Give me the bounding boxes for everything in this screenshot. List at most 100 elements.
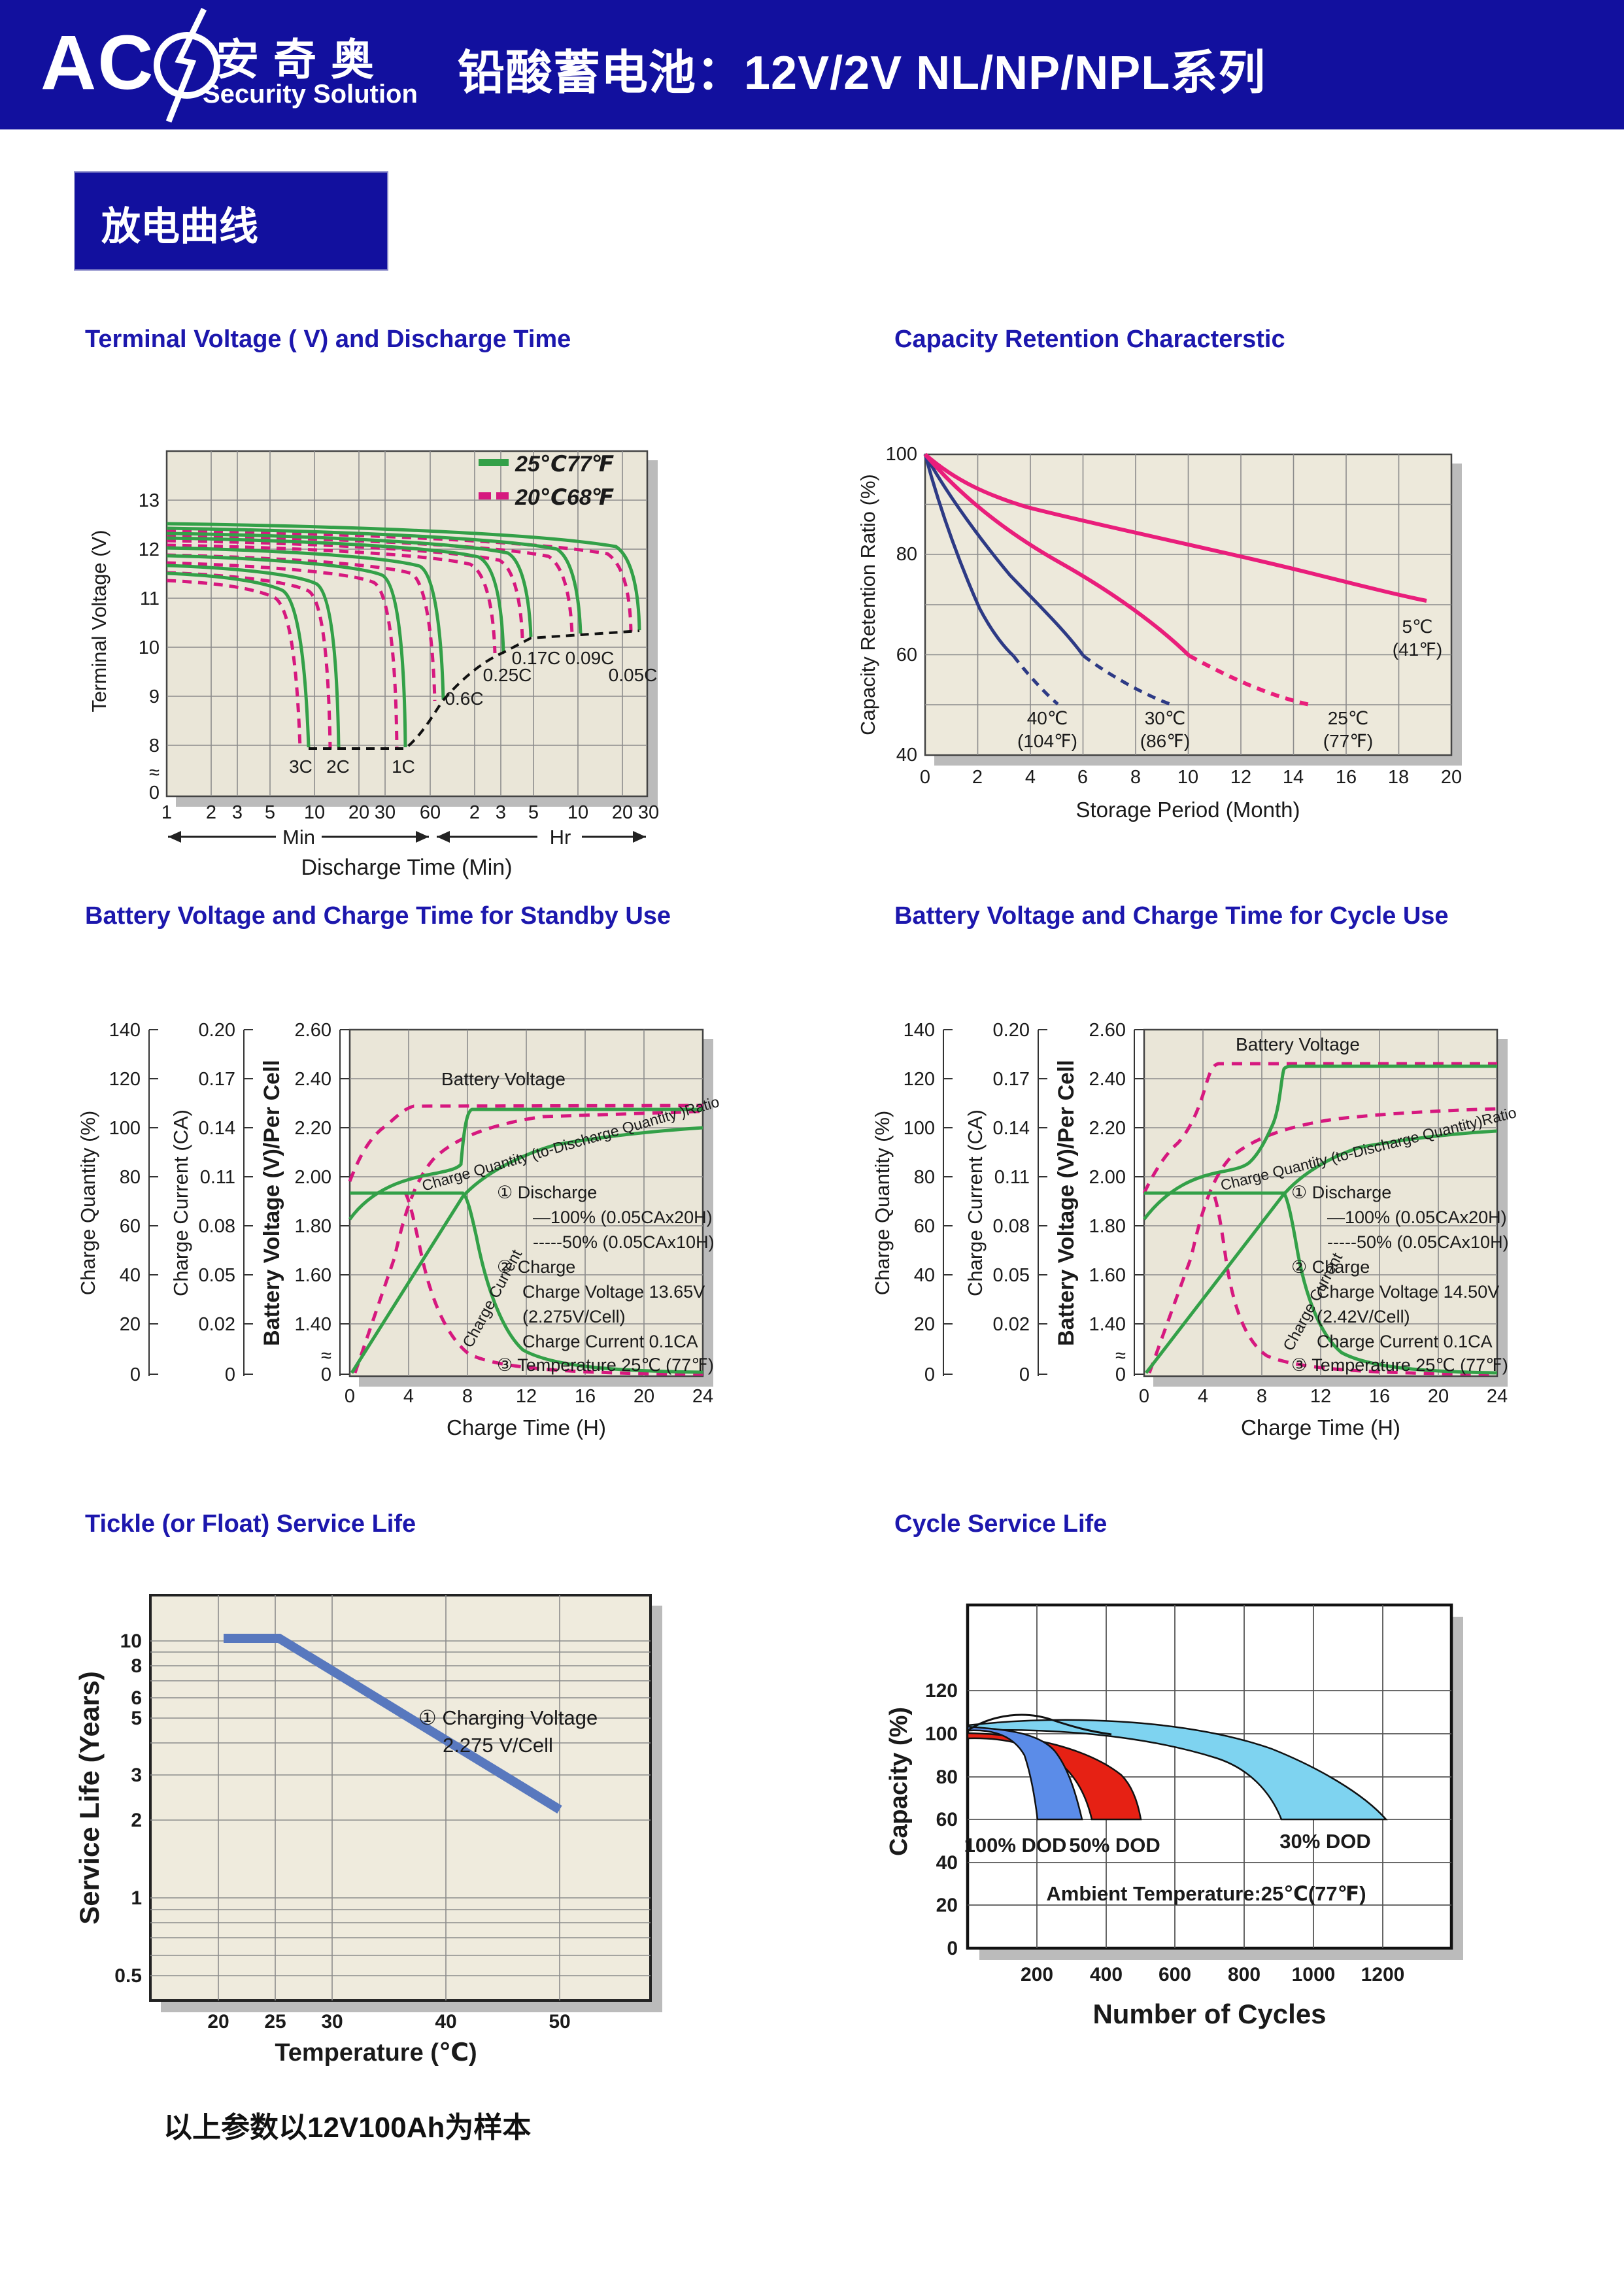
y-axis-label: Capacity Retention Ratio (%) bbox=[856, 474, 879, 735]
curve-label: 3C bbox=[289, 756, 313, 777]
x-tick: 10 bbox=[1177, 767, 1198, 788]
y-tick: 100 bbox=[925, 1723, 958, 1745]
service-life-line bbox=[224, 1634, 562, 1814]
x-tick: 3 bbox=[232, 802, 243, 823]
y-tick: 0.11 bbox=[200, 1167, 235, 1188]
y-tick: 0 bbox=[1019, 1364, 1030, 1385]
y-tick: 2.60 bbox=[295, 1020, 331, 1041]
standby-charge-chart: Battery Voltage Charge Quantity (to-Disc… bbox=[76, 1020, 721, 1440]
x-tick: 2 bbox=[469, 802, 480, 823]
page-title: 铅酸蓄电池：12V/2V NL/NP/NPL系列 bbox=[458, 47, 1266, 99]
curves-25c bbox=[166, 522, 641, 748]
x-tick: 60 bbox=[420, 802, 441, 823]
y-tick: 40 bbox=[914, 1265, 935, 1286]
x-tick: 30 bbox=[321, 2011, 343, 2033]
y-tick: 120 bbox=[925, 1680, 958, 1702]
battery-voltage-label: Battery Voltage bbox=[1236, 1034, 1360, 1055]
x-tick: 600 bbox=[1159, 1964, 1191, 1985]
y-tick: 11 bbox=[140, 588, 160, 609]
y2-ticks: 0.20 0.17 0.14 0.11 0.08 0.05 0.02 0 bbox=[993, 1020, 1030, 1385]
dod-label: 50% DOD bbox=[1069, 1834, 1160, 1857]
y-tick: 10 bbox=[120, 1630, 142, 1652]
plot-shadow bbox=[161, 1606, 662, 2012]
y-tick: 0 bbox=[225, 1364, 235, 1385]
battery-voltage-label: Battery Voltage bbox=[441, 1069, 566, 1089]
x-axis-label: Charge Time (H) bbox=[1241, 1415, 1400, 1440]
y-tick: 80 bbox=[120, 1167, 141, 1188]
y-tick: 0 bbox=[130, 1364, 141, 1385]
series-label: 30℃ bbox=[1145, 708, 1186, 728]
x-tick: 30 bbox=[638, 802, 659, 823]
x-tick: 5 bbox=[528, 802, 539, 823]
y-tick: 40 bbox=[936, 1852, 958, 1874]
plot-shadow bbox=[176, 460, 658, 807]
y-tick: 40 bbox=[896, 745, 917, 766]
y-tick: 100 bbox=[886, 444, 917, 465]
y-tick: 40 bbox=[120, 1265, 141, 1286]
chart-title-retention: Capacity Retention Characterstic bbox=[894, 326, 1285, 353]
x-ticks: 0 4 8 12 16 20 24 bbox=[345, 1386, 713, 1407]
cutoff-locus bbox=[309, 630, 640, 750]
x-tick: 20 bbox=[1428, 1386, 1449, 1407]
y-tick: 0.02 bbox=[199, 1314, 235, 1335]
x-tick: 20 bbox=[612, 802, 633, 823]
y3-axis-label: Battery Voltage (V)/Per Cell bbox=[1054, 1060, 1079, 1346]
x-tick: 4 bbox=[403, 1386, 414, 1407]
y-tick: 0.02 bbox=[993, 1314, 1030, 1335]
brand-logo-chinese: 安奇奥 bbox=[216, 35, 388, 84]
y-tick: 1.80 bbox=[295, 1216, 331, 1237]
brand-logo-text: AC bbox=[41, 20, 155, 106]
x-tick: 12 bbox=[1230, 767, 1251, 788]
x-axis-label: Charge Time (H) bbox=[447, 1415, 606, 1440]
note-line: ③ Temperature 25℃ (77℉) bbox=[1291, 1355, 1508, 1375]
y-axis-label: Terminal Voltage (V) bbox=[88, 530, 110, 712]
grid bbox=[1144, 1030, 1497, 1376]
aux-axes bbox=[148, 1029, 349, 1376]
curves-100pct bbox=[348, 1107, 703, 1374]
y-tick: 3 bbox=[131, 1764, 142, 1786]
note-line: ② Charge bbox=[1291, 1257, 1370, 1277]
x-tick: 5 bbox=[265, 802, 275, 823]
y-tick: 80 bbox=[896, 544, 917, 565]
axis-break: ≈ bbox=[149, 762, 160, 783]
curves-100pct bbox=[1143, 1064, 1498, 1375]
x-tick: 14 bbox=[1283, 767, 1304, 788]
plot-area bbox=[149, 1594, 652, 2002]
curve-label: 1C bbox=[392, 756, 415, 777]
y-tick: 0.14 bbox=[199, 1118, 235, 1139]
y-tick: 0.05 bbox=[199, 1265, 235, 1286]
aux-axes bbox=[943, 1029, 1143, 1376]
axis-break: ≈ bbox=[321, 1345, 331, 1366]
y-axis-label: Service Life (Years) bbox=[74, 1671, 105, 1925]
y-tick: 0.14 bbox=[993, 1118, 1030, 1139]
note-line: -----50% (0.05CAx10H) bbox=[533, 1232, 715, 1252]
note-line-1: ① Charging Voltage bbox=[418, 1706, 598, 1729]
y-tick: 8 bbox=[149, 735, 160, 756]
curves-navy-dashed bbox=[1012, 654, 1171, 706]
dod-band-30 bbox=[966, 1719, 1388, 1821]
y-tick: 2.00 bbox=[1089, 1167, 1126, 1188]
note-line: Charge Voltage 13.65V bbox=[522, 1282, 705, 1302]
x-tick: 12 bbox=[516, 1386, 537, 1407]
range-hr-label: Hr bbox=[550, 826, 571, 849]
curve-label: 0.05C bbox=[609, 665, 658, 685]
x-tick: 3 bbox=[496, 802, 506, 823]
chart-title-cycle-life: Cycle Service Life bbox=[894, 1510, 1108, 1538]
y-tick: 140 bbox=[109, 1020, 141, 1041]
x-tick: 16 bbox=[1369, 1386, 1390, 1407]
note-line: —100% (0.05CAx20H) bbox=[1327, 1207, 1507, 1227]
plot-shadow bbox=[979, 1617, 1463, 1960]
y-tick: 1.40 bbox=[1089, 1314, 1126, 1335]
x-tick: 6 bbox=[1077, 767, 1088, 788]
y-tick: 10 bbox=[139, 637, 160, 658]
y-tick: 60 bbox=[936, 1809, 958, 1831]
cycle-charge-chart: Battery Voltage Charge Quantity (to-Disc… bbox=[871, 1020, 1518, 1440]
y-tick: 0 bbox=[947, 1938, 958, 1959]
y-tick: 0.17 bbox=[993, 1069, 1030, 1090]
note-line-2: 2.275 V/Cell bbox=[443, 1734, 553, 1757]
capacity-envelope bbox=[967, 1714, 1112, 1736]
series-labels: 40℃ (104℉) 30℃ (86℉) 25℃ (77℉) 5℃ (41℉) bbox=[1017, 616, 1442, 751]
y-tick: 0.11 bbox=[994, 1167, 1030, 1188]
y-tick: 12 bbox=[139, 539, 160, 560]
x-tick: 30 bbox=[375, 802, 396, 823]
